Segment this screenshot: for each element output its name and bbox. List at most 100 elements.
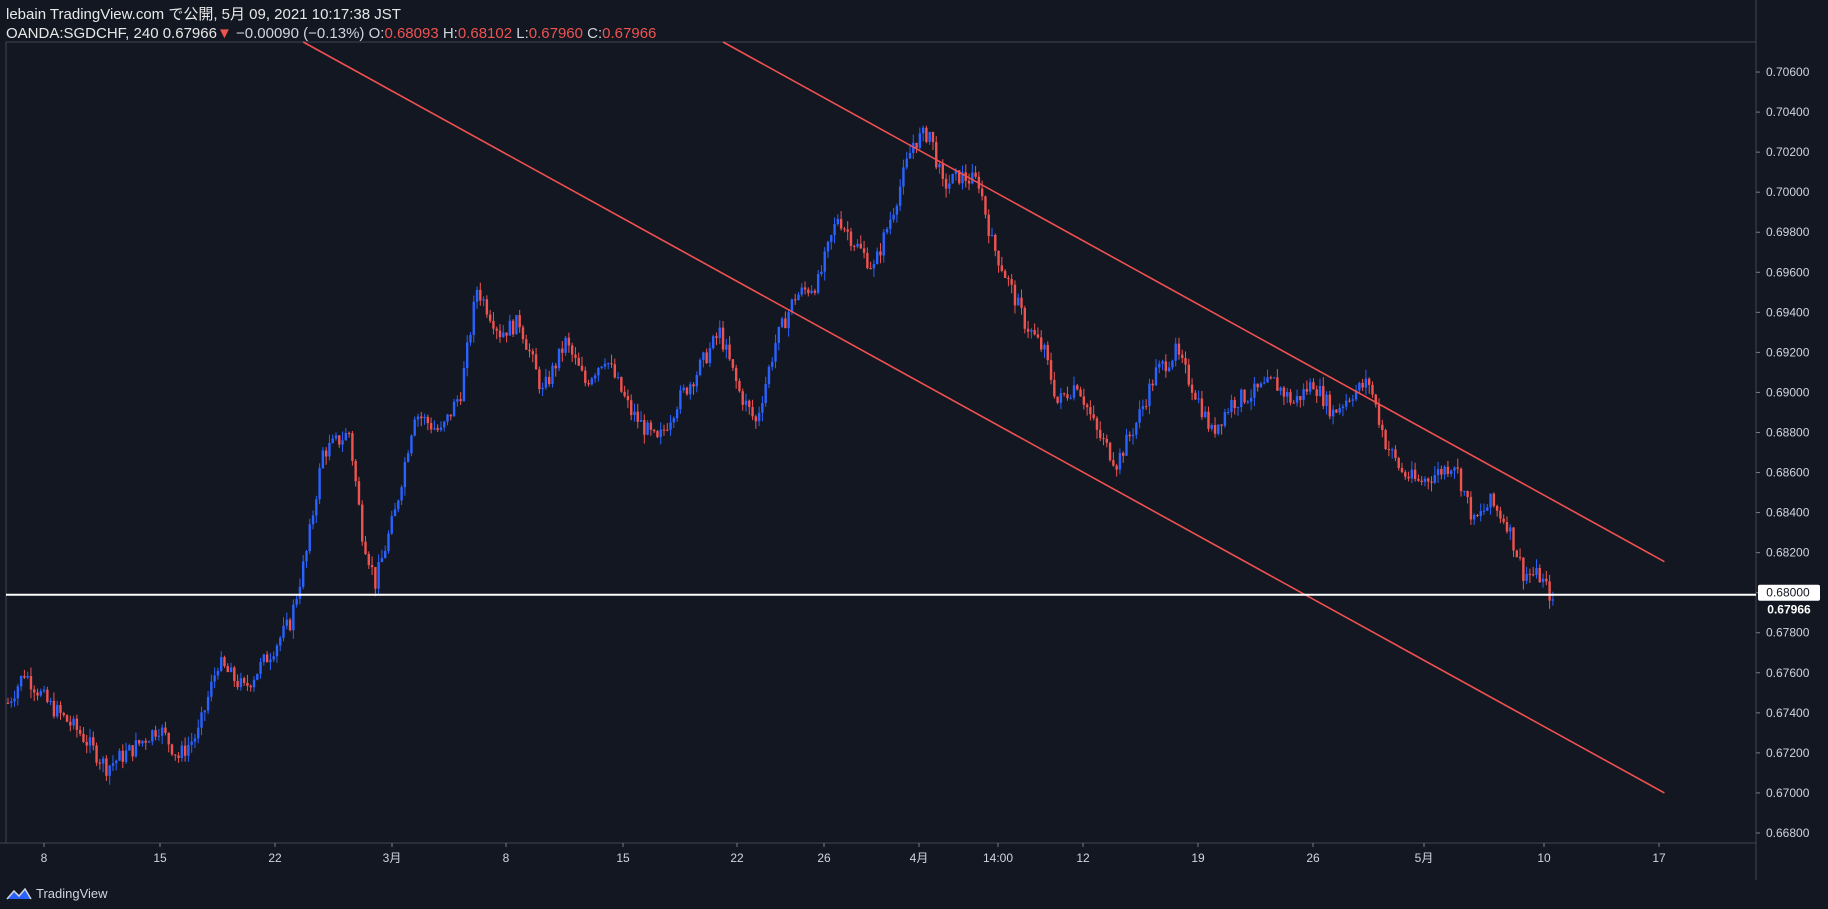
candle-body: [220, 657, 223, 671]
candle-body: [682, 387, 685, 391]
candle-body: [1515, 550, 1518, 558]
candle-body: [1226, 412, 1230, 414]
candle-body: [1279, 387, 1282, 391]
high-value: 0.68102: [457, 25, 513, 42]
candle-body: [1118, 452, 1122, 470]
candle-body: [1466, 491, 1469, 497]
candle-body: [429, 423, 433, 430]
candle-body: [1164, 361, 1168, 372]
candle-body: [78, 729, 82, 734]
candle-body: [1394, 449, 1397, 458]
time-tick-label: 14:00: [983, 851, 1013, 865]
candle-body: [403, 461, 407, 488]
time-tick-label: 26: [817, 851, 831, 865]
candle-body: [528, 349, 531, 352]
candle-body: [1545, 578, 1548, 582]
candle-body: [662, 429, 666, 431]
candle-body: [249, 685, 252, 688]
candle-body: [1446, 466, 1450, 474]
candle-body: [597, 367, 600, 376]
candle-body: [1499, 510, 1502, 519]
candle-body: [292, 604, 295, 631]
level-price-box: [1758, 584, 1820, 601]
candle-body: [1236, 407, 1240, 409]
candle-body: [183, 745, 187, 756]
candle-body: [721, 327, 725, 350]
candle-body: [1538, 568, 1541, 583]
candle-body: [790, 299, 794, 313]
candle-body: [1322, 385, 1325, 407]
candle-body: [397, 500, 400, 510]
candle-body: [72, 718, 75, 726]
candle-body: [826, 241, 830, 252]
candle-body: [544, 376, 548, 388]
candle-body: [479, 289, 482, 301]
candle-body: [584, 370, 587, 383]
tradingview-brand[interactable]: TradingView: [6, 886, 108, 901]
candle-body: [370, 565, 374, 568]
price-axis[interactable]: 0.70600 0.70400 0.70200 0.70000 0.69800 0.696…: [1756, 65, 1820, 840]
candle-body: [948, 183, 951, 189]
candle-body: [1151, 383, 1154, 386]
price-tick-label: 0.68200: [1766, 546, 1810, 560]
candle-body: [36, 692, 39, 696]
candle-body: [541, 387, 544, 390]
candle-body: [46, 689, 49, 702]
candle-body: [1407, 476, 1410, 479]
candle-body: [279, 637, 282, 646]
candle-body: [138, 740, 141, 744]
candle-body: [1082, 396, 1086, 405]
time-tick-label: 4月: [910, 851, 929, 865]
candle-body: [1486, 507, 1489, 511]
candle-body: [282, 625, 285, 638]
open-value: 0.68093: [384, 25, 439, 42]
candle-body: [984, 196, 987, 215]
candle-body: [1017, 297, 1020, 306]
candle-body: [98, 762, 102, 764]
candle-body: [748, 400, 751, 408]
candle-body: [1272, 377, 1276, 379]
candle-body: [1459, 468, 1463, 492]
brand-label: TradingView: [36, 886, 108, 901]
candle-body: [164, 727, 167, 733]
candle-body: [377, 562, 380, 589]
candle-body: [1249, 397, 1253, 402]
candle-body: [620, 377, 623, 392]
trend-lines-layer: [6, 41, 1756, 794]
candle-body: [187, 744, 190, 756]
candle-body: [971, 172, 974, 184]
candle-body: [1171, 360, 1174, 368]
candle-body: [1161, 361, 1164, 364]
price-tick-label: 0.69400: [1766, 305, 1810, 319]
candle-body: [439, 427, 443, 431]
price-tick-label: 0.69800: [1766, 225, 1810, 239]
candle-body: [111, 763, 115, 766]
price-tick-label: 0.67200: [1766, 746, 1810, 760]
candle-body: [879, 251, 882, 256]
last-price-box: [1758, 601, 1820, 618]
close-label: C:: [587, 25, 603, 42]
candle-body: [1049, 360, 1053, 380]
candle-body: [1207, 411, 1210, 429]
candle-body: [19, 675, 23, 687]
candle-body: [495, 328, 498, 331]
candle-body: [1512, 527, 1515, 551]
candle-body: [1135, 422, 1138, 435]
candle-body: [830, 235, 833, 242]
candle-body: [1374, 394, 1377, 405]
time-axis[interactable]: 8 15 22 3月 8 15 22 26 4月 14:00 12 19 26 5月 10 17: [41, 843, 1666, 865]
candle-body: [649, 422, 653, 430]
candle-body: [82, 733, 85, 742]
candle-body: [180, 745, 184, 758]
time-tick-label: 8: [41, 851, 48, 865]
candle-body: [708, 348, 712, 364]
candle-body: [652, 429, 656, 432]
candle-body: [787, 312, 790, 329]
candle-body: [488, 314, 492, 321]
plot-border: [5, 41, 1757, 844]
candle-body: [1548, 581, 1551, 601]
candles-layer: [6, 125, 1555, 785]
candle-body: [410, 435, 413, 454]
candle-body: [1289, 392, 1292, 403]
